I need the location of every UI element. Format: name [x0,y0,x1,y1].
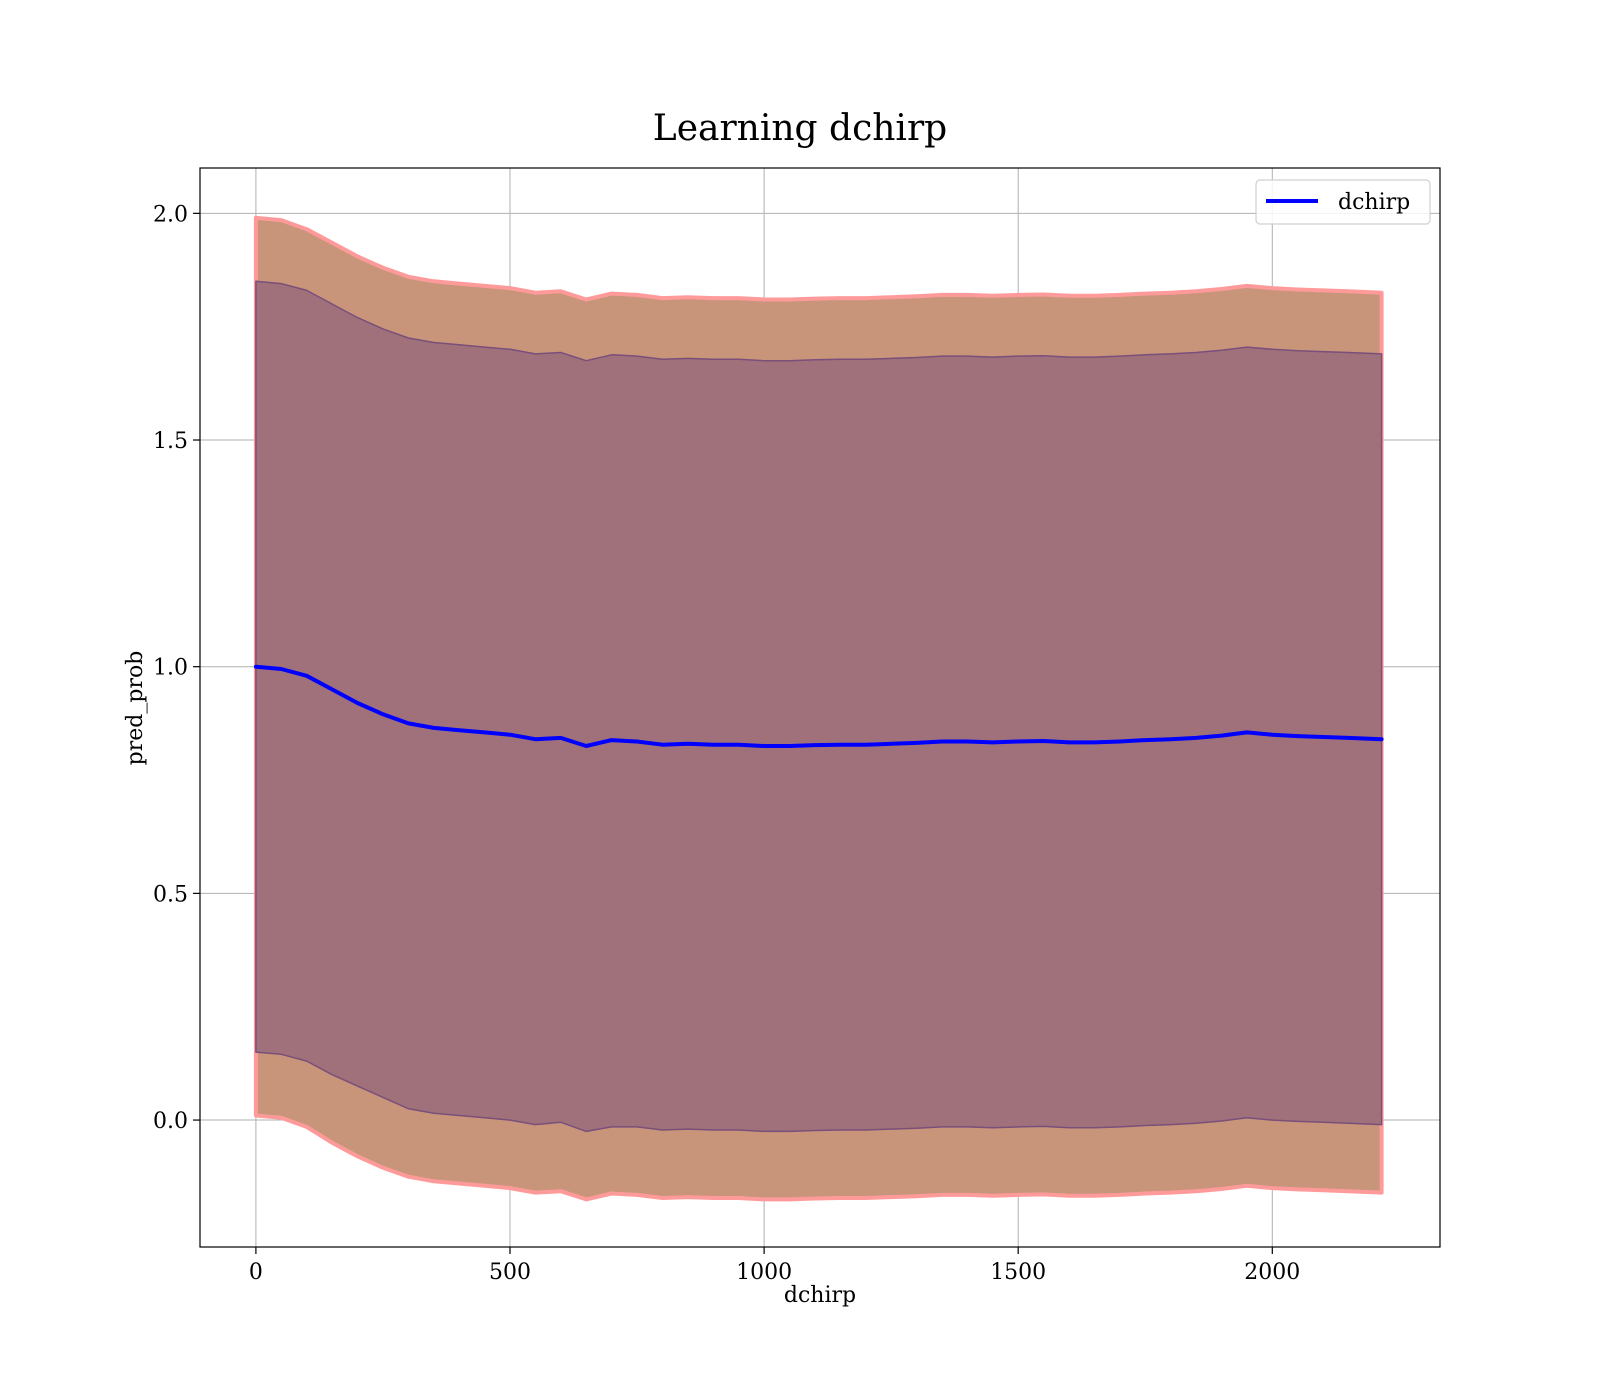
y-tick-label: 0.0 [153,1109,188,1134]
legend: dchirp [1255,179,1431,225]
y-tick-label: 0.5 [153,882,188,907]
y-tick-label: 1.0 [153,656,188,681]
x-axis-label: dchirp [784,1283,856,1308]
y-axis-label: pred_prob [123,651,148,766]
x-tick-label: 500 [489,1260,531,1285]
y-tick-label: 1.5 [153,429,188,454]
x-tick-label: 1500 [990,1260,1046,1285]
x-tick-label: 1000 [736,1260,792,1285]
series-line-dchirp [253,664,1384,748]
y-tick-label: 2.0 [153,202,188,227]
legend-box [1255,179,1431,225]
inner-band [255,280,1383,1133]
x-tick-label: 0 [249,1260,263,1285]
chart-title: Learning dchirp [653,108,947,149]
x-tick-label: 2000 [1244,1260,1300,1285]
legend-entry-label: dchirp [1338,190,1410,215]
plot-area-frame [199,167,1441,1248]
confidence-bands [253,215,1384,1202]
axis-ticks: 0 500 1000 1500 2000 0.0 0.5 1.0 1.5 2.0 [153,202,1300,1285]
series-lines [253,664,1384,748]
